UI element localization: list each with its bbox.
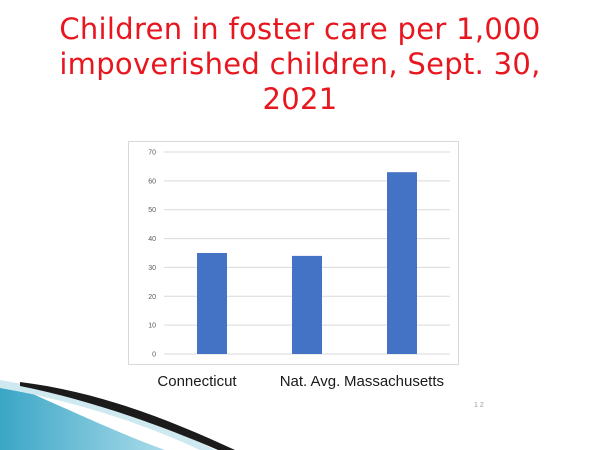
bars	[197, 172, 417, 354]
page-number: 1 2	[474, 402, 484, 409]
title-line-1: Children in foster care per 1,000	[59, 12, 541, 46]
category-label-connecticut: Connecticut	[157, 373, 237, 390]
y-tick-label-50: 50	[148, 207, 156, 214]
swoosh-teal-band	[0, 380, 165, 450]
y-axis-ticks: 0 10 20 30 40 50 60 70	[148, 150, 156, 359]
slide-title: Children in foster care per 1,000 impove…	[20, 12, 580, 117]
y-tick-label-60: 60	[148, 178, 156, 185]
title-line-2: impoverished children, Sept. 30,	[59, 47, 541, 81]
y-tick-label-30: 30	[148, 265, 156, 272]
category-label-massachusetts: Massachusetts	[343, 373, 445, 390]
y-tick-label-40: 40	[148, 236, 156, 243]
y-tick-label-10: 10	[148, 323, 156, 330]
bar-connecticut	[197, 253, 227, 354]
bar-massachusetts	[387, 172, 417, 354]
y-tick-label-20: 20	[148, 294, 156, 301]
y-tick-label-0: 0	[152, 352, 156, 359]
y-tick-label-70: 70	[148, 150, 156, 157]
swoosh-light-band	[0, 380, 215, 450]
title-line-3: 2021	[262, 82, 338, 116]
swoosh-dark-band	[20, 382, 235, 450]
category-label-nat-avg: Nat. Avg.	[279, 373, 341, 390]
bar-nat-avg	[292, 255, 322, 354]
